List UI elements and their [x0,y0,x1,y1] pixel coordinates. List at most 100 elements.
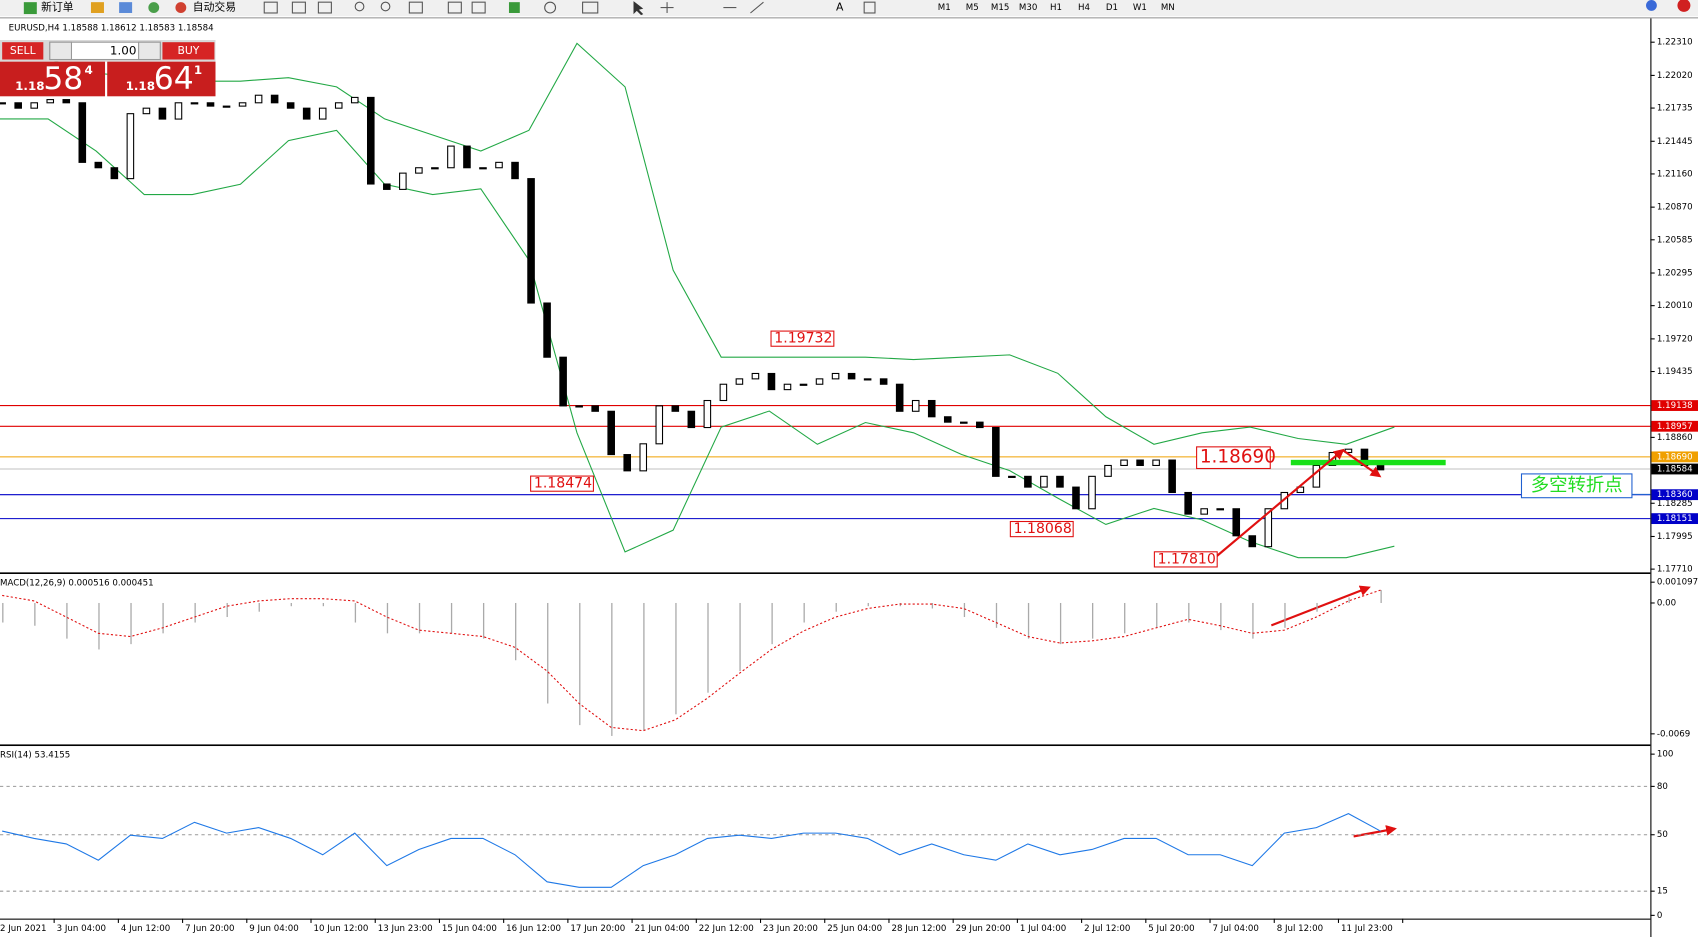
text-tool[interactable]: A [836,1,844,14]
search-icon[interactable] [1646,0,1657,11]
level-tag-label: 1.18360 [1657,490,1693,500]
timeframe-button[interactable]: M30 [1019,3,1037,13]
candle [1040,475,1048,488]
level-tag [1651,463,1698,475]
note-box [1520,473,1633,499]
new-order-icon[interactable] [23,2,37,15]
toolbar-icon[interactable] [508,2,520,13]
candle [911,399,920,412]
timeframe-button[interactable]: D1 [1106,3,1118,13]
x-tick-label: 4 Jun 12:00 [121,924,170,934]
macd-bar [1380,590,1382,603]
candle [959,421,968,424]
trend-arrow [1270,585,1371,627]
candle [671,405,680,412]
timeframe-button[interactable]: M5 [966,3,979,13]
candle [463,145,471,169]
label-tool[interactable] [863,1,876,14]
level-tag-label: 1.19138 [1657,401,1693,411]
candle [943,416,952,423]
timeframe-button[interactable]: M15 [991,3,1009,13]
lots-up[interactable] [138,41,161,61]
candle [559,356,567,407]
level-tag [1651,420,1698,432]
notification-icon[interactable] [1677,0,1691,12]
candle [927,399,936,418]
lots-down[interactable] [49,41,73,61]
macd-bar [322,602,325,607]
macd-bar [1124,602,1126,634]
auto-trading-icon[interactable] [175,2,187,13]
new-order-button[interactable]: 新订单 [41,0,74,14]
candle [318,107,327,120]
timeframe-button[interactable]: MN [1161,3,1175,13]
macd-bar [643,602,645,731]
macd-bar [867,602,869,607]
cursor-tool[interactable] [633,1,644,16]
macd-bar [34,602,36,626]
note-text: 多空转折点 [1531,475,1623,496]
candle [623,454,632,472]
candle [815,378,824,385]
auto-trading-button[interactable]: 自动交易 [193,0,236,14]
sell-button[interactable] [2,42,44,60]
candle [270,94,279,104]
macd-bar [98,602,100,650]
buy-button[interactable] [162,42,215,60]
macd-bar [418,602,421,634]
macd-bar [995,602,998,628]
candle [511,161,519,180]
candle [735,378,744,385]
timeframe-button[interactable]: W1 [1133,3,1147,13]
price-mark-box [770,330,835,347]
macd-bar [579,602,581,726]
candle [976,421,984,429]
macd-bar [739,602,741,672]
chart-title: EURUSD,H4 1.18588 1.18612 1.18583 1.1858… [9,24,214,34]
toolbar-icon[interactable] [90,2,104,13]
candle [527,178,535,304]
toolbar-icon[interactable] [148,2,160,13]
bid-box[interactable] [0,61,106,97]
macd-bar [1059,602,1062,645]
candle [0,102,6,105]
buy-label[interactable]: BUY [177,44,199,57]
candle [783,383,792,391]
price-mark-box [530,475,594,492]
x-tick-label: 25 Jun 04:00 [827,924,882,934]
timeframe-button[interactable]: M1 [938,3,951,13]
macd-bar [611,602,613,736]
candle [479,167,487,170]
price-mark-box [1153,551,1218,568]
y-tick-label: 1.22310 [1657,38,1693,48]
trade-panel[interactable]: SELL 1.00 BUY 1.18 58 4 1.18 64 1 [0,40,216,97]
candle [238,102,247,107]
y-tick-label: 1.22020 [1657,71,1693,81]
macd-bar [803,602,805,623]
macd-bar [707,602,709,693]
candle [350,96,359,104]
lots-value[interactable]: 1.00 [110,43,136,57]
y-tick-label: 1.21735 [1657,104,1693,114]
macd-bar [354,602,357,623]
x-tick-label: 9 Jun 04:00 [249,924,298,934]
y-tick-label: 1.18285 [1657,499,1693,509]
candle [799,383,808,386]
level-tag [1651,489,1698,501]
timeframe-button[interactable]: H4 [1078,3,1091,13]
price-mark-box [1009,520,1074,538]
toolbar-icon[interactable] [119,2,133,13]
y-tick-label: 1.19435 [1657,367,1693,377]
ask-box[interactable] [107,61,216,97]
candle [1056,475,1064,488]
bid-point: 4 [84,63,92,77]
level-tag-label: 1.18690 [1657,452,1693,462]
toolbar-tools[interactable] [263,1,764,14]
candle [190,102,199,105]
y-tick-label: 1.20870 [1657,203,1693,213]
candle [1376,464,1385,471]
candle [14,102,22,109]
sell-label[interactable]: SELL [10,44,36,57]
timeframe-button[interactable]: H1 [1050,3,1062,13]
y-tick-label: 1.21445 [1657,137,1693,147]
